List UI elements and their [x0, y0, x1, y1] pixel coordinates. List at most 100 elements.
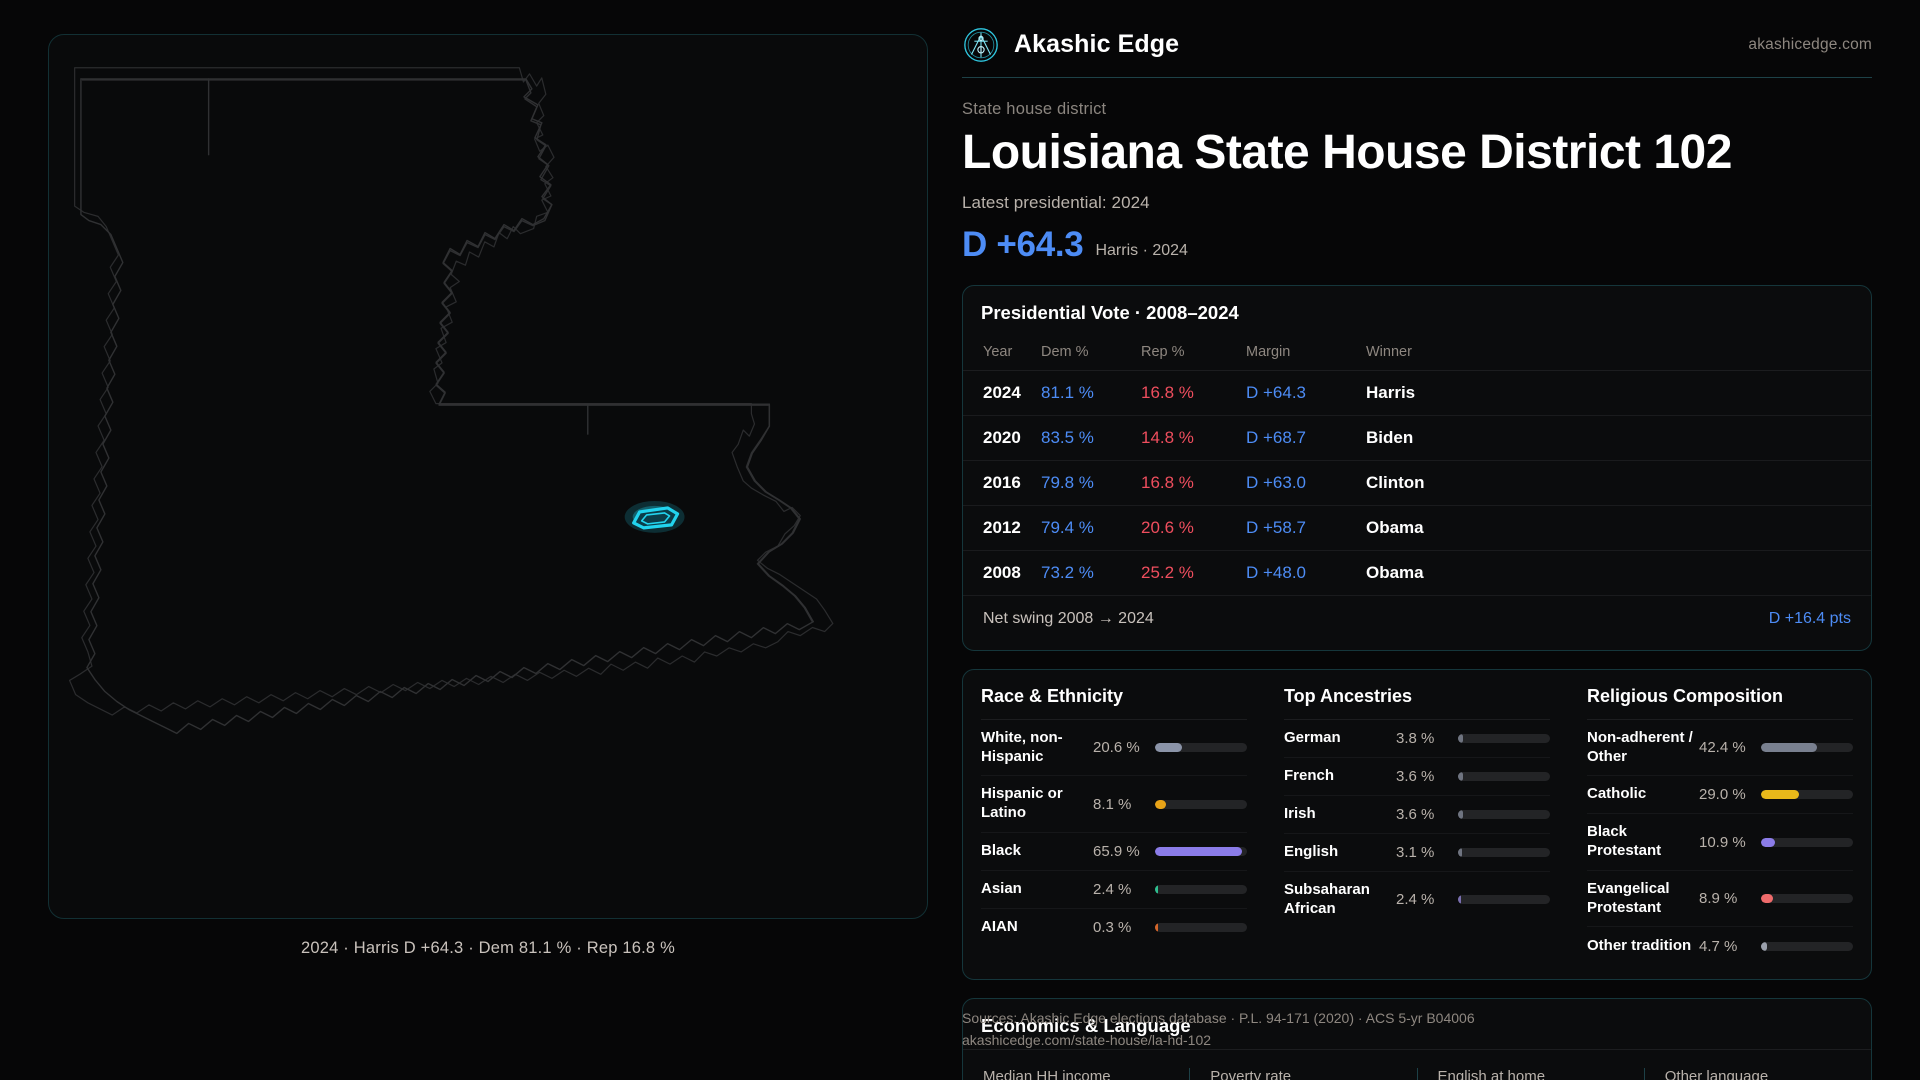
demo-row-ancestry-4: Subsaharan African 2.4 %: [1284, 872, 1550, 928]
demo-value: 42.4 %: [1699, 739, 1746, 757]
cell-dem: 79.4 %: [1041, 505, 1141, 551]
presidential-vote-title: Presidential Vote · 2008–2024: [981, 301, 1239, 323]
cell-margin: D +64.3: [1246, 370, 1366, 416]
brand-url: akashicedge.com: [1748, 35, 1872, 53]
demo-bar-fill: [1458, 809, 1463, 819]
demo-bar-track: [1155, 799, 1247, 809]
cell-winner: Harris: [1366, 370, 1871, 416]
demographics-panel: Race & Ethnicity White, non-Hispanic 20.…: [962, 668, 1872, 981]
demo-bar-fill: [1761, 894, 1773, 904]
margin-value: D +64.3: [962, 224, 1084, 264]
demo-label: English: [1284, 842, 1339, 860]
sources-line-2: akashicedge.com/state-house/la-hd-102: [962, 1031, 1212, 1048]
econ-cell-english-at-home: English at home 89.7 %: [1416, 1068, 1644, 1080]
race-ethnicity-title: Race & Ethnicity: [981, 670, 1247, 720]
demo-label: Catholic: [1587, 785, 1647, 803]
demo-row-race-0: White, non-Hispanic 20.6 %: [981, 720, 1247, 777]
demo-value: 3.1 %: [1396, 843, 1435, 861]
economics-language-panel: Economics & Language Median HH income $5…: [962, 998, 1872, 1080]
demo-label: Hispanic or Latino: [981, 785, 1063, 822]
demo-label: German: [1284, 728, 1341, 746]
louisiana-border: [80, 78, 814, 735]
demo-label: AIAN: [981, 918, 1018, 936]
presidential-vote-table: Year Dem % Rep % Margin Winner 2024 81.1…: [963, 333, 1871, 596]
cell-year: 2008: [963, 550, 1041, 596]
demo-bar-track: [1155, 743, 1247, 753]
demo-bar-track: [1155, 923, 1247, 933]
demo-value: 8.1 %: [1093, 795, 1132, 813]
demo-label: Black Protestant: [1587, 823, 1662, 860]
demo-bar-fill: [1155, 846, 1242, 856]
demo-bar-track: [1155, 884, 1247, 894]
sources-line-1: Sources: Akashic Edge elections database…: [962, 1010, 1475, 1026]
col-margin: Margin: [1246, 333, 1366, 371]
demo-value: 10.9 %: [1699, 833, 1746, 851]
demo-row-race-3: Asian 2.4 %: [981, 871, 1247, 909]
econ-key: Median HH income: [983, 1068, 1111, 1080]
akashic-emblem-icon: [962, 26, 1000, 64]
page-eyebrow: State house district: [962, 100, 1107, 118]
cell-rep: 16.8 %: [1141, 370, 1246, 416]
demo-bar-fill: [1458, 895, 1462, 905]
brand-left: Akashic Edge: [962, 26, 1179, 64]
cell-dem: 81.1 %: [1041, 370, 1141, 416]
demo-row-religion-1: Catholic 29.0 %: [1587, 776, 1853, 815]
cell-rep: 14.8 %: [1141, 415, 1246, 461]
demo-label: Asian: [981, 879, 1022, 897]
table-row[interactable]: 2012 79.4 % 20.6 % D +58.7 Obama: [963, 505, 1871, 551]
demo-bar-fill: [1761, 941, 1768, 951]
cell-dem: 83.5 %: [1041, 415, 1141, 461]
col-rep: Rep %: [1141, 333, 1246, 371]
cell-winner: Obama: [1366, 505, 1871, 551]
louisiana-map-svg[interactable]: [49, 35, 927, 918]
cell-rep: 20.6 %: [1141, 505, 1246, 551]
table-row[interactable]: 2008 73.2 % 25.2 % D +48.0 Obama: [963, 550, 1871, 596]
table-body: 2024 81.1 % 16.8 % D +64.3 Harris 2020 8…: [963, 370, 1871, 596]
demo-bar-fill: [1155, 743, 1183, 753]
table-row[interactable]: 2020 83.5 % 14.8 % D +68.7 Biden: [963, 415, 1871, 461]
demo-label: Non-adherent / Other: [1587, 728, 1693, 765]
demo-value: 3.6 %: [1396, 767, 1435, 785]
demo-label: French: [1284, 766, 1335, 784]
demo-value: 65.9 %: [1093, 842, 1140, 860]
demo-row-ancestry-2: Irish 3.6 %: [1284, 796, 1550, 834]
religious-composition-column: Religious Composition Non-adherent / Oth…: [1568, 670, 1871, 966]
demo-bar-fill: [1458, 771, 1463, 781]
economics-grid: Median HH income $52,121 Poverty rate 22…: [963, 1049, 1871, 1080]
demo-bar-track: [1761, 941, 1853, 951]
demo-value: 8.9 %: [1699, 890, 1738, 908]
demo-bar-track: [1155, 846, 1247, 856]
demo-bar-fill: [1761, 837, 1776, 847]
demo-value: 0.3 %: [1093, 919, 1132, 937]
top-ancestries-column: Top Ancestries German 3.8 % French 3.6 %…: [1265, 670, 1568, 966]
highlighted-district[interactable]: [624, 500, 685, 533]
demo-row-religion-0: Non-adherent / Other 42.4 %: [1587, 720, 1853, 777]
net-swing-value: D +16.4 pts: [1768, 609, 1851, 627]
demo-row-ancestry-1: French 3.6 %: [1284, 758, 1550, 796]
cell-year: 2024: [963, 370, 1041, 416]
table-row[interactable]: 2016 79.8 % 16.8 % D +63.0 Clinton: [963, 460, 1871, 506]
demo-label: Evangelical Protestant: [1587, 879, 1670, 916]
col-dem: Dem %: [1041, 333, 1141, 371]
demo-row-religion-4: Other tradition 4.7 %: [1587, 927, 1853, 965]
map-card[interactable]: [48, 34, 928, 919]
margin-context: Harris · 2024: [1095, 241, 1188, 259]
demo-bar-track: [1761, 837, 1853, 847]
demo-row-religion-3: Evangelical Protestant 8.9 %: [1587, 871, 1853, 928]
demo-value: 2.4 %: [1093, 880, 1132, 898]
demo-value: 4.7 %: [1699, 937, 1738, 955]
cell-rep: 25.2 %: [1141, 550, 1246, 596]
cell-winner: Biden: [1366, 415, 1871, 461]
net-swing-label: Net swing 2008 → 2024: [983, 609, 1154, 627]
demo-row-ancestry-0: German 3.8 %: [1284, 720, 1550, 758]
demo-bar-fill: [1761, 743, 1817, 753]
demo-bar-fill: [1155, 923, 1158, 933]
demo-row-ancestry-3: English 3.1 %: [1284, 834, 1550, 872]
col-winner: Winner: [1366, 333, 1871, 371]
demo-value: 3.8 %: [1396, 729, 1435, 747]
table-row[interactable]: 2024 81.1 % 16.8 % D +64.3 Harris: [963, 370, 1871, 416]
demo-label: Subsaharan African: [1284, 880, 1370, 917]
cell-year: 2020: [963, 415, 1041, 461]
demo-bar-fill: [1458, 733, 1463, 743]
